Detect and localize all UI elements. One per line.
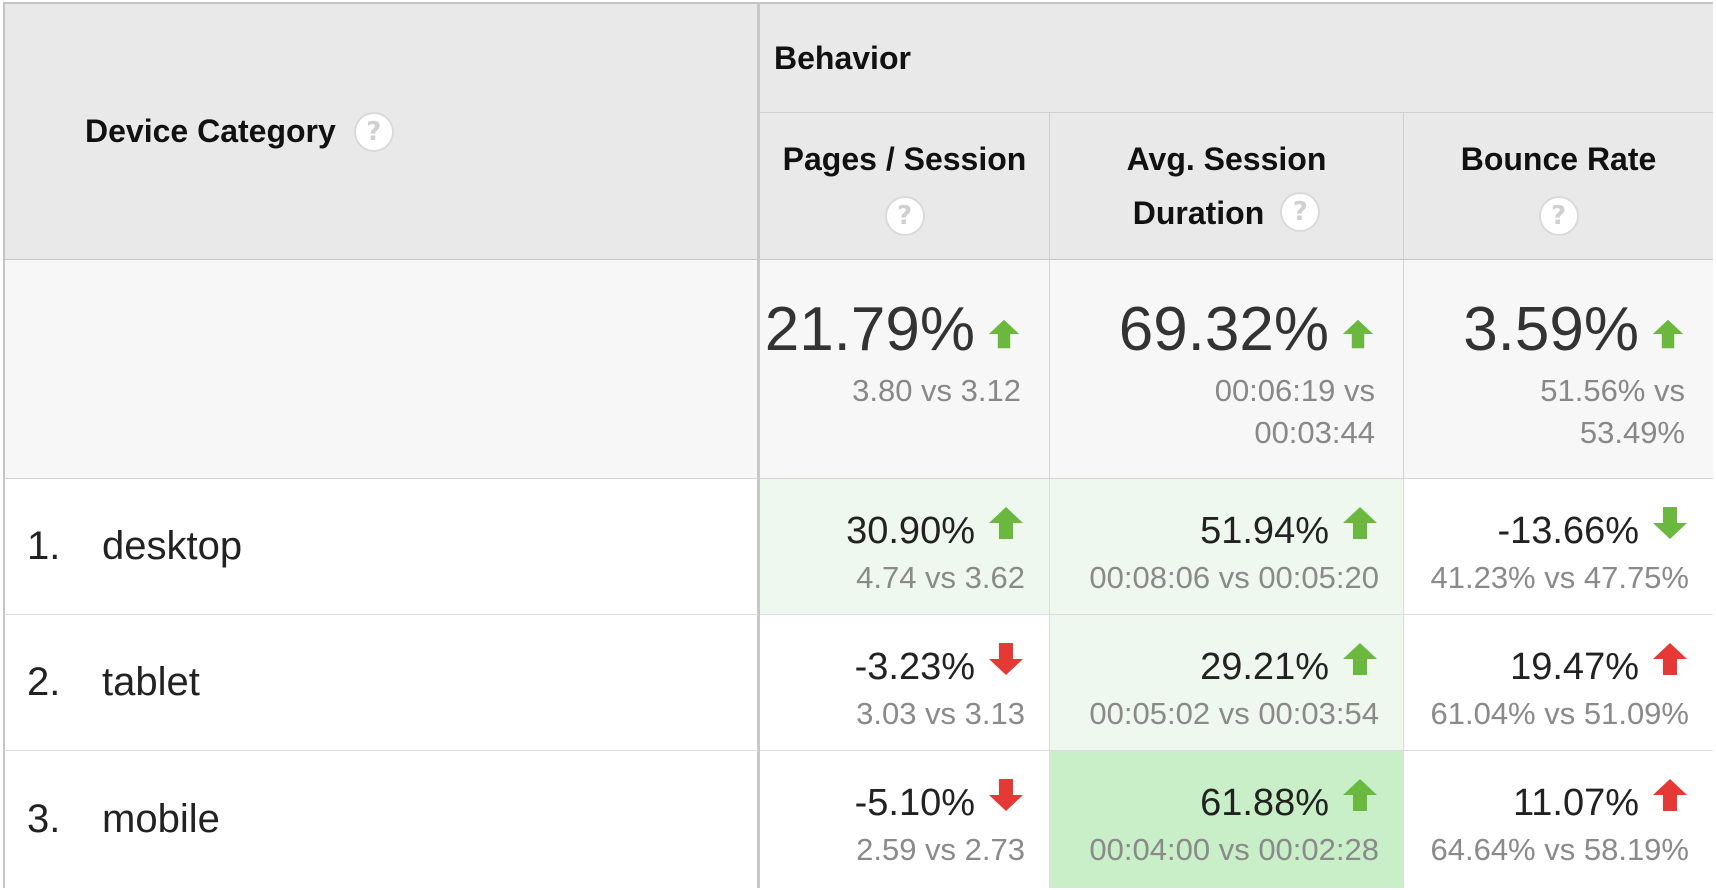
row-index: 3.: [27, 797, 61, 841]
metric-cell: -13.66% 41.23% vs 47.75%: [1404, 479, 1713, 615]
column-header-label-line2: Duration: [1132, 195, 1265, 231]
arrow-up-icon: [1341, 294, 1375, 366]
summary-cell-bounce-rate: 3.59% 51.56% vs 53.49%: [1404, 260, 1713, 479]
percent-change: 30.90%: [846, 510, 975, 552]
percent-change: 61.88%: [1200, 782, 1329, 824]
row-dimension-value: mobile: [102, 797, 220, 841]
comparison-values: 4.74 vs 3.62: [856, 559, 1025, 595]
arrow-up-icon: [1651, 641, 1689, 689]
percent-change: 19.47%: [1510, 646, 1639, 688]
summary-comparison-line2: 00:03:44: [1254, 414, 1375, 450]
arrow-up-icon: [987, 505, 1025, 553]
summary-cell-pages-per-session: 21.79% 3.80 vs 3.12: [760, 260, 1050, 479]
comparison-values: 3.03 vs 3.13: [856, 695, 1025, 731]
comparison-values: 00:05:02 vs 00:03:54: [1089, 695, 1379, 731]
column-header-label: Bounce Rate: [1460, 141, 1657, 177]
summary-cell-avg-session-duration: 69.32% 00:06:19 vs 00:03:44: [1050, 260, 1404, 479]
row-dimension-value: desktop: [102, 524, 243, 568]
summary-dimension-cell: [3, 260, 760, 479]
arrow-up-icon: [1341, 505, 1379, 553]
row-dimension-value: tablet: [102, 660, 200, 704]
table-row-mobile[interactable]: 3. mobile: [3, 751, 760, 888]
column-header-pages-per-session[interactable]: Pages / Session ?: [760, 113, 1050, 260]
dimension-header-label: Device Category: [85, 113, 336, 149]
metric-cell: -5.10% 2.59 vs 2.73: [760, 751, 1050, 888]
summary-comparison: 51.56% vs: [1540, 372, 1685, 408]
arrow-up-icon: [987, 294, 1021, 366]
metric-cell: 19.47% 61.04% vs 51.09%: [1404, 615, 1713, 751]
column-header-label: Pages / Session: [782, 141, 1027, 177]
behavior-group-label: Behavior: [774, 39, 911, 76]
behavior-group-header: Behavior: [760, 4, 1713, 113]
comparison-values: 00:08:06 vs 00:05:20: [1089, 559, 1379, 595]
row-index: 1.: [27, 524, 61, 568]
comparison-values: 61.04% vs 51.09%: [1430, 695, 1689, 731]
comparison-values: 41.23% vs 47.75%: [1430, 559, 1689, 595]
row-index: 2.: [27, 660, 61, 704]
help-icon[interactable]: ?: [353, 111, 394, 152]
comparison-table: Device Category ? Behavior Pages / Sessi…: [3, 2, 1713, 888]
percent-change: 51.94%: [1200, 510, 1329, 552]
metric-cell: 11.07% 64.64% vs 58.19%: [1404, 751, 1713, 888]
help-icon[interactable]: ?: [1538, 195, 1579, 236]
arrow-up-icon: [1651, 294, 1685, 366]
summary-percent-change: 69.32%: [1118, 295, 1329, 364]
metric-cell: -3.23% 3.03 vs 3.13: [760, 615, 1050, 751]
help-icon[interactable]: ?: [884, 195, 925, 236]
metric-cell: 61.88% 00:04:00 vs 00:02:28: [1050, 751, 1404, 888]
percent-change: -13.66%: [1497, 510, 1639, 552]
column-header-avg-session-duration[interactable]: Avg. Session Duration?: [1050, 113, 1404, 260]
summary-percent-change: 21.79%: [764, 295, 975, 364]
dimension-header[interactable]: Device Category ?: [3, 4, 760, 260]
arrow-down-icon: [987, 641, 1025, 689]
table-row-desktop[interactable]: 1. desktop: [3, 479, 760, 615]
metric-cell: 29.21% 00:05:02 vs 00:03:54: [1050, 615, 1404, 751]
comparison-values: 64.64% vs 58.19%: [1430, 831, 1689, 867]
column-header-label: Avg. Session: [1126, 141, 1327, 177]
percent-change: -5.10%: [854, 782, 975, 824]
help-icon[interactable]: ?: [1280, 191, 1321, 232]
arrow-up-icon: [1341, 777, 1379, 825]
summary-comparison: 3.80 vs 3.12: [852, 372, 1021, 408]
metric-cell: 51.94% 00:08:06 vs 00:05:20: [1050, 479, 1404, 615]
column-header-bounce-rate[interactable]: Bounce Rate ?: [1404, 113, 1713, 260]
summary-percent-change: 3.59%: [1463, 295, 1639, 364]
metric-cell: 30.90% 4.74 vs 3.62: [760, 479, 1050, 615]
arrow-down-icon: [1651, 505, 1689, 553]
table-row-tablet[interactable]: 2. tablet: [3, 615, 760, 751]
arrow-down-icon: [987, 777, 1025, 825]
percent-change: -3.23%: [854, 646, 975, 688]
comparison-values: 2.59 vs 2.73: [856, 831, 1025, 867]
percent-change: 29.21%: [1200, 646, 1329, 688]
arrow-up-icon: [1651, 777, 1689, 825]
comparison-values: 00:04:00 vs 00:02:28: [1089, 831, 1379, 867]
percent-change: 11.07%: [1512, 782, 1639, 824]
summary-comparison: 00:06:19 vs: [1214, 372, 1375, 408]
arrow-up-icon: [1341, 641, 1379, 689]
summary-comparison-line2: 53.49%: [1579, 414, 1685, 450]
